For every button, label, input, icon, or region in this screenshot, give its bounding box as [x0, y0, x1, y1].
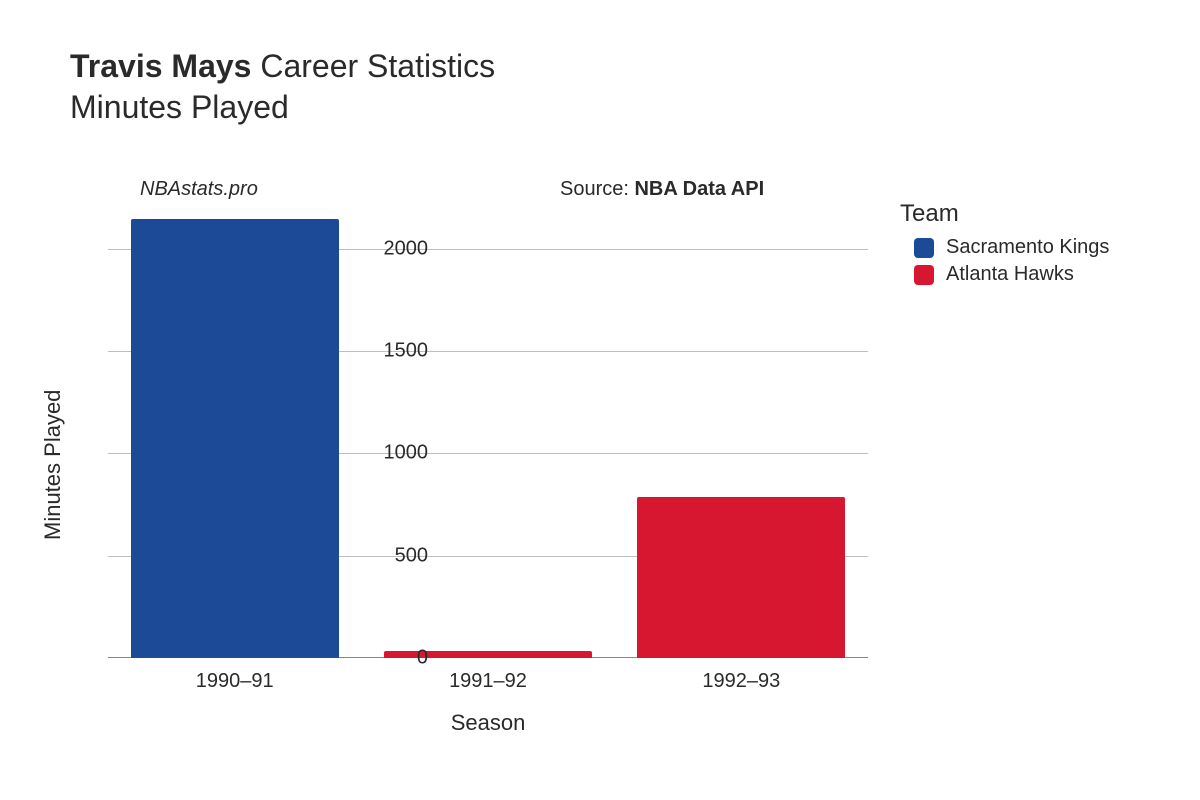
- x-tick-label: 1992–93: [702, 670, 780, 693]
- title-suffix: Career Statistics: [260, 48, 495, 84]
- y-tick-label: 500: [348, 544, 428, 567]
- y-tick-label: 1500: [348, 340, 428, 363]
- source-label: Source: NBA Data API: [560, 178, 764, 201]
- y-tick-label: 0: [348, 647, 428, 670]
- plot-area: Season 1990–911991–921992–93: [108, 208, 868, 658]
- y-axis-label: Minutes Played: [40, 390, 66, 540]
- legend-item: Atlanta Hawks: [914, 263, 1109, 286]
- bar: [131, 219, 339, 658]
- watermark-label: NBAstats.pro: [140, 178, 258, 201]
- legend: Team Sacramento Kings Atlanta Hawks: [900, 200, 1109, 286]
- y-tick-label: 1000: [348, 442, 428, 465]
- y-tick-label: 2000: [348, 237, 428, 260]
- x-axis-label: Season: [451, 710, 526, 736]
- title-line-2: Minutes Played: [70, 89, 495, 126]
- title-line-1: Travis Mays Career Statistics: [70, 48, 495, 85]
- bar: [637, 497, 845, 658]
- x-tick-label: 1991–92: [449, 670, 527, 693]
- legend-item: Sacramento Kings: [914, 236, 1109, 259]
- legend-title: Team: [900, 200, 1109, 228]
- x-tick-label: 1990–91: [196, 670, 274, 693]
- legend-swatch: [914, 265, 934, 285]
- chart-title: Travis Mays Career Statistics Minutes Pl…: [70, 48, 495, 126]
- legend-swatch: [914, 238, 934, 258]
- source-name: NBA Data API: [634, 178, 764, 200]
- chart-page: Travis Mays Career Statistics Minutes Pl…: [0, 0, 1200, 800]
- legend-label: Atlanta Hawks: [946, 263, 1074, 286]
- legend-label: Sacramento Kings: [946, 236, 1109, 259]
- source-prefix: Source:: [560, 178, 634, 200]
- player-name: Travis Mays: [70, 48, 251, 84]
